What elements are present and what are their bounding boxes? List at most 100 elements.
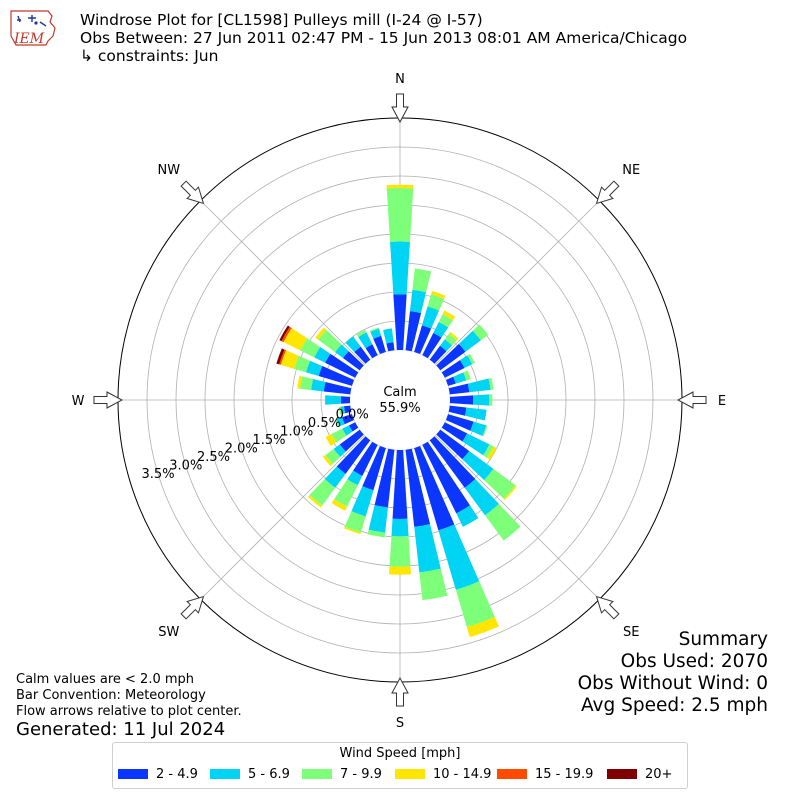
direction-label: N bbox=[395, 72, 405, 87]
wind-bar-segment bbox=[464, 407, 487, 421]
wind-bar-segment bbox=[445, 414, 474, 431]
wind-bar-segment bbox=[314, 346, 331, 363]
wind-bar-segment bbox=[456, 505, 479, 527]
radial-tick-label: 3.5% bbox=[142, 467, 175, 482]
wind-bar-segment bbox=[344, 511, 366, 533]
wind-bar-segment bbox=[392, 449, 408, 520]
direction-label: NW bbox=[157, 163, 180, 178]
wind-bar-segment bbox=[405, 448, 431, 527]
wind-bar-segment bbox=[487, 446, 497, 460]
wind-bar-segment bbox=[458, 330, 481, 352]
wind-bar-segment bbox=[419, 568, 448, 601]
summary-title: Summary bbox=[678, 629, 768, 650]
flow-arrow-icon bbox=[180, 595, 205, 620]
wind-bar-segment bbox=[300, 376, 314, 391]
legend-item: 20+ bbox=[607, 768, 672, 782]
wind-bar-segment bbox=[389, 566, 411, 575]
legend-swatch bbox=[497, 768, 527, 779]
calm-disc bbox=[350, 350, 450, 450]
wind-bar-segment bbox=[318, 329, 342, 353]
radial-tick-label: 2.5% bbox=[197, 450, 230, 465]
wind-bar-segment bbox=[455, 581, 495, 628]
wind-bar-segment bbox=[307, 495, 323, 508]
wind-bar-segment bbox=[445, 376, 456, 386]
wind-bar-segment bbox=[433, 321, 449, 338]
flow-arrow-icon bbox=[391, 93, 409, 124]
wind-bar-segment bbox=[438, 314, 454, 328]
wind-bar-segment bbox=[453, 372, 467, 384]
wind-bar-segment bbox=[336, 417, 345, 427]
wind-bar-segment bbox=[279, 349, 287, 365]
wind-bar-segment bbox=[373, 335, 386, 355]
wind-bar-segment bbox=[276, 348, 285, 365]
wind-bar-segment bbox=[297, 375, 303, 389]
wind-bar-segment bbox=[343, 405, 352, 414]
wind-bar-segment bbox=[369, 327, 380, 332]
legend-item: 2 - 4.9 bbox=[118, 768, 198, 782]
speed-legend: Wind Speed [mph] 2 - 4.9 5 - 6.9 7 - 9.9… bbox=[112, 742, 688, 789]
legend-swatch bbox=[118, 768, 148, 779]
wind-bar-segment bbox=[436, 429, 470, 460]
wind-bar-segment bbox=[354, 346, 371, 364]
wind-bar-segment bbox=[482, 425, 488, 437]
wind-bar-segment bbox=[362, 445, 386, 491]
wind-bar-segment bbox=[448, 383, 470, 395]
wind-bar-segment bbox=[442, 310, 456, 321]
chart-title: Windrose Plot for [CL1598] Pulleys mill … bbox=[80, 11, 483, 29]
ring-gridline bbox=[146, 146, 654, 654]
legend-swatch bbox=[302, 768, 332, 779]
bar-convention-note: Bar Convention: Meteorology bbox=[16, 688, 206, 703]
wind-bar-segment bbox=[333, 444, 346, 457]
wind-bar-segment bbox=[503, 485, 517, 501]
wind-bar-segment bbox=[427, 294, 445, 311]
wind-bar-segment bbox=[391, 518, 409, 537]
wind-bar-segment bbox=[383, 328, 394, 344]
wind-bar-segment bbox=[483, 444, 494, 458]
radial-tick-label: 1.0% bbox=[280, 425, 313, 440]
wind-bar-segment bbox=[438, 524, 480, 590]
wind-bar-segment bbox=[358, 332, 373, 349]
svg-text:IEM: IEM bbox=[13, 31, 45, 47]
wind-bar-segment bbox=[343, 526, 361, 535]
wind-bar-segment bbox=[484, 468, 516, 499]
wind-bar-segment bbox=[488, 377, 494, 390]
generated-date: Generated: 11 Jul 2024 bbox=[16, 719, 226, 740]
wind-bar-segment bbox=[309, 479, 336, 506]
radial-tick-label: 0.5% bbox=[308, 416, 341, 431]
wind-bar-segment bbox=[421, 306, 440, 329]
wind-bar-segment bbox=[325, 434, 337, 446]
wind-bar-segment bbox=[325, 448, 341, 465]
legend-label: 20+ bbox=[645, 767, 673, 782]
direction-label: SW bbox=[158, 625, 179, 640]
avg-speed: Avg Speed: 2.5 mph bbox=[580, 695, 768, 716]
wind-bar-segment bbox=[305, 360, 323, 377]
wind-bar-segment bbox=[311, 378, 326, 392]
legend-item: 10 - 14.9 bbox=[395, 768, 491, 782]
obs-without-wind: Obs Without Wind: 0 bbox=[577, 673, 768, 694]
wind-bar-segment bbox=[473, 394, 490, 406]
wind-bar-segment bbox=[353, 441, 378, 476]
wind-bar-segment bbox=[422, 441, 471, 514]
wind-bar-segment bbox=[374, 448, 395, 508]
legend-label: 7 - 9.9 bbox=[340, 767, 382, 782]
calm-definition-note: Calm values are < 2.0 mph bbox=[16, 672, 195, 687]
radial-tick-label: 2.0% bbox=[225, 442, 258, 457]
wind-bar-segment bbox=[448, 405, 467, 416]
wind-bar-segment bbox=[342, 351, 364, 371]
flow-arrow-icon bbox=[595, 180, 620, 205]
wind-bar-segment bbox=[390, 241, 410, 295]
wind-bar-segment bbox=[448, 331, 459, 341]
legend-item: 15 - 19.9 bbox=[497, 768, 593, 782]
flow-arrow-icon bbox=[595, 595, 620, 620]
legend-swatch bbox=[395, 768, 425, 779]
wind-bar-segment bbox=[414, 325, 432, 355]
wind-bar-segment bbox=[463, 370, 471, 381]
wind-bar-segment bbox=[462, 433, 490, 456]
wind-bar-segment bbox=[318, 366, 355, 386]
wind-bar-segment bbox=[467, 378, 491, 393]
legend-label: 15 - 19.9 bbox=[535, 767, 594, 782]
legend-title: Wind Speed [mph] bbox=[339, 746, 461, 761]
wind-bar-segment bbox=[431, 290, 446, 299]
observation-period: Obs Between: 27 Jun 2011 02:47 PM - 15 J… bbox=[80, 29, 688, 47]
